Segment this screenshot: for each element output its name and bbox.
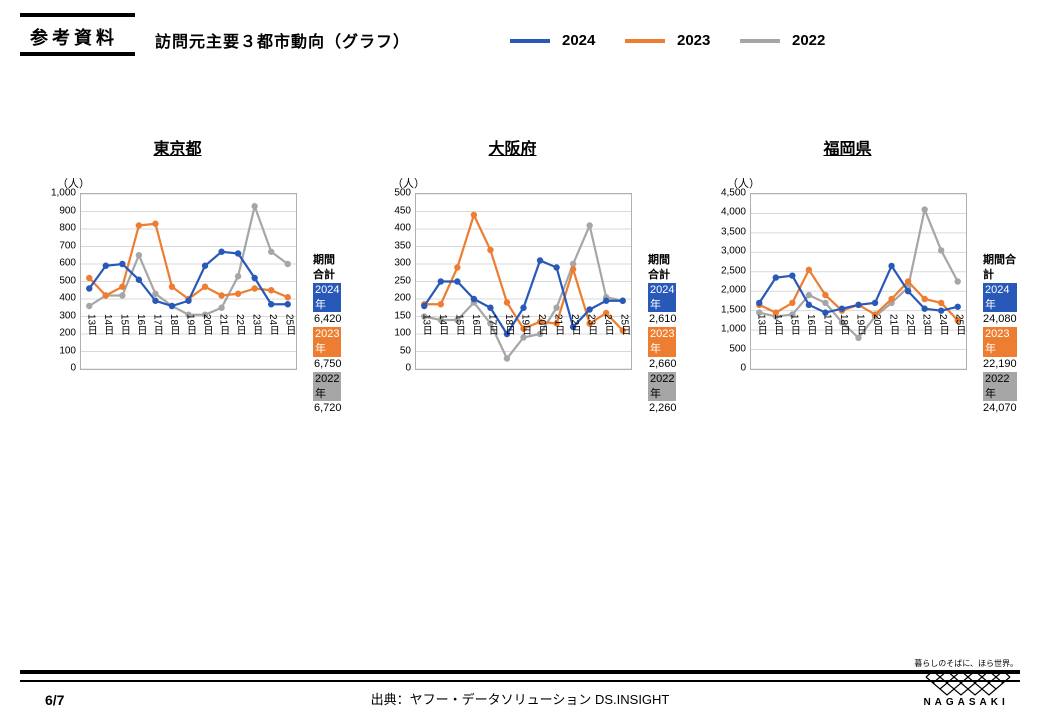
ytick: 500 xyxy=(729,343,746,354)
panel-東京都: 東京都（人）01002003004005006007008009001,0001… xyxy=(45,135,310,368)
xtick: 23日 xyxy=(584,314,599,335)
xtick: 21日 xyxy=(551,314,566,335)
totals-box: 期間合計2024年2,6102023年2,6602022年2,260 xyxy=(648,253,676,416)
xtick: 14日 xyxy=(100,314,115,335)
xtick: 18日 xyxy=(501,314,516,335)
xtick: 18日 xyxy=(166,314,181,335)
xtick: 13日 xyxy=(418,314,433,335)
xtick: 19日 xyxy=(183,314,198,335)
legend-item-2024: 2024 xyxy=(510,32,595,49)
ytick: 2,500 xyxy=(721,265,746,276)
xtick: 24日 xyxy=(265,314,280,335)
ytick: 4,500 xyxy=(721,188,746,199)
xtick: 16日 xyxy=(803,314,818,335)
xtick: 24日 xyxy=(600,314,615,335)
panel-title: 福岡県 xyxy=(715,135,980,159)
xtick: 16日 xyxy=(468,314,483,335)
source-text: 出典：ヤフー・データソリューション DS.INSIGHT xyxy=(0,689,1040,708)
ytick: 450 xyxy=(394,205,411,216)
xtick: 13日 xyxy=(753,314,768,335)
xtick: 16日 xyxy=(133,314,148,335)
ytick: 700 xyxy=(59,240,76,251)
series-2023 xyxy=(89,224,287,299)
xtick: 23日 xyxy=(249,314,264,335)
xtick: 22日 xyxy=(902,314,917,335)
logo-text: NAGASAKI xyxy=(914,697,1018,708)
panel-title: 東京都 xyxy=(45,135,310,159)
ytick: 300 xyxy=(59,310,76,321)
ytick: 1,500 xyxy=(721,304,746,315)
xtick: 24日 xyxy=(935,314,950,335)
ytick: 250 xyxy=(394,275,411,286)
page: { "header": { "badge": "参考資料", "subtitle… xyxy=(0,0,1040,720)
header-subtitle: 訪問元主要３都市動向（グラフ） xyxy=(155,28,410,52)
panel-福岡県: 福岡県（人）05001,0001,5002,0002,5003,0003,500… xyxy=(715,135,980,368)
xtick: 15日 xyxy=(786,314,801,335)
xtick: 22日 xyxy=(232,314,247,335)
xtick: 25日 xyxy=(282,314,297,335)
ytick: 900 xyxy=(59,205,76,216)
ytick: 400 xyxy=(394,223,411,234)
ytick: 100 xyxy=(59,345,76,356)
ytick: 3,000 xyxy=(721,246,746,257)
xtick: 15日 xyxy=(116,314,131,335)
ytick: 0 xyxy=(405,363,411,374)
xtick: 14日 xyxy=(770,314,785,335)
ytick: 0 xyxy=(70,363,76,374)
ytick: 200 xyxy=(59,328,76,339)
header-badge: 参考資料 xyxy=(30,24,118,50)
xtick: 20日 xyxy=(534,314,549,335)
footer-rule-thin xyxy=(20,680,1020,682)
ytick: 1,000 xyxy=(721,324,746,335)
unit-label: （人） xyxy=(57,175,322,191)
panel-title: 大阪府 xyxy=(380,135,645,159)
totals-box: 期間合計2024年6,4202023年6,7502022年6,720 xyxy=(313,253,341,416)
xtick: 19日 xyxy=(853,314,868,335)
xtick: 17日 xyxy=(149,314,164,335)
panel-大阪府: 大阪府（人）05010015020025030035040045050013日1… xyxy=(380,135,645,368)
header-rule-top xyxy=(20,13,135,17)
xtick: 21日 xyxy=(886,314,901,335)
unit-label: （人） xyxy=(727,175,992,191)
ytick: 2,000 xyxy=(721,285,746,296)
unit-label: （人） xyxy=(392,175,657,191)
xtick: 17日 xyxy=(484,314,499,335)
footer-rule-thick xyxy=(20,670,1020,674)
xtick: 14日 xyxy=(435,314,450,335)
totals-box: 期間合計2024年24,0802023年22,1902022年24,070 xyxy=(983,253,1017,416)
xtick: 13日 xyxy=(83,314,98,335)
logo-diamond-icon xyxy=(921,670,1011,696)
ytick: 0 xyxy=(740,363,746,374)
xtick: 25日 xyxy=(952,314,967,335)
logo-tagline: 暮らしのそばに、ほら世界。 xyxy=(914,658,1018,669)
xtick: 17日 xyxy=(819,314,834,335)
ytick: 350 xyxy=(394,240,411,251)
ytick: 500 xyxy=(59,275,76,286)
xtick: 21日 xyxy=(216,314,231,335)
xtick: 20日 xyxy=(199,314,214,335)
ytick: 1,000 xyxy=(51,188,76,199)
ytick: 500 xyxy=(394,188,411,199)
ytick: 50 xyxy=(400,345,411,356)
legend-item-2023: 2023 xyxy=(625,32,710,49)
ytick: 400 xyxy=(59,293,76,304)
xtick: 19日 xyxy=(518,314,533,335)
header-rule-bottom xyxy=(20,52,135,56)
xtick: 18日 xyxy=(836,314,851,335)
ytick: 150 xyxy=(394,310,411,321)
xtick: 25日 xyxy=(617,314,632,335)
xtick: 20日 xyxy=(869,314,884,335)
legend-item-2022: 2022 xyxy=(740,32,825,49)
ytick: 3,500 xyxy=(721,226,746,237)
ytick: 200 xyxy=(394,293,411,304)
xtick: 15日 xyxy=(451,314,466,335)
ytick: 4,000 xyxy=(721,207,746,218)
ytick: 600 xyxy=(59,258,76,269)
ytick: 300 xyxy=(394,258,411,269)
ytick: 800 xyxy=(59,223,76,234)
xtick: 23日 xyxy=(919,314,934,335)
nagasaki-logo: 暮らしのそばに、ほら世界。 NAGASAKI xyxy=(914,658,1018,708)
ytick: 100 xyxy=(394,328,411,339)
xtick: 22日 xyxy=(567,314,582,335)
